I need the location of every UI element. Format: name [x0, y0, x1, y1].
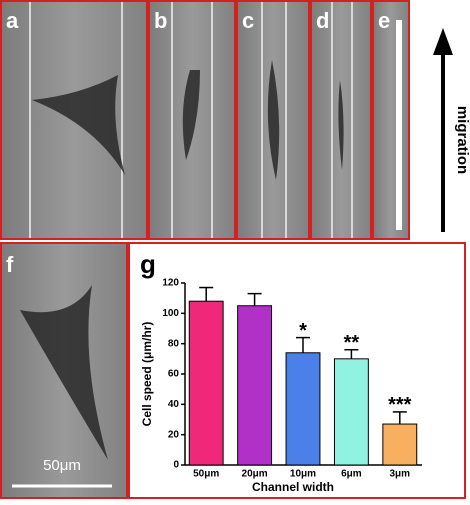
panel-letter: a — [6, 8, 19, 33]
arrow-label: migration — [454, 106, 470, 174]
x-tick-label: 10μm — [290, 469, 316, 480]
y-tick-label: 120 — [162, 278, 179, 289]
significance-label: ** — [344, 332, 360, 354]
panel-letter: d — [316, 8, 329, 33]
panel-letter: b — [154, 8, 167, 33]
panel-letter: f — [6, 252, 14, 277]
y-tick-label: 60 — [168, 369, 180, 380]
y-tick-label: 20 — [168, 429, 180, 440]
x-tick-label: 6μm — [341, 469, 362, 480]
x-tick-label: 50μm — [193, 469, 219, 480]
panel-e — [372, 0, 410, 240]
y-tick-label: 40 — [168, 399, 180, 410]
significance-label: * — [299, 320, 307, 342]
x-tick-label: 3μm — [390, 469, 411, 480]
x-axis-label: Channel width — [252, 480, 334, 494]
y-tick-label: 0 — [173, 460, 179, 471]
bar — [285, 352, 321, 466]
cells — [20, 60, 344, 460]
panel-label: g — [140, 249, 156, 279]
micrographs — [0, 0, 466, 499]
bar — [237, 305, 273, 466]
bar — [333, 358, 369, 466]
bar — [188, 300, 224, 466]
channel-walls — [29, 2, 353, 238]
panel-letter: c — [242, 8, 254, 33]
arrow-head — [433, 28, 453, 55]
panel-letter: e — [378, 8, 390, 33]
significance-label: *** — [388, 394, 412, 416]
y-tick-label: 80 — [168, 338, 180, 349]
channel-bright — [396, 20, 402, 230]
y-axis-label: Cell speed (μm/hr) — [140, 322, 154, 427]
y-tick-label: 100 — [162, 308, 179, 319]
bar — [382, 423, 418, 466]
scale-bar-label: 50μm — [43, 457, 81, 474]
x-tick-label: 20μm — [242, 469, 268, 480]
